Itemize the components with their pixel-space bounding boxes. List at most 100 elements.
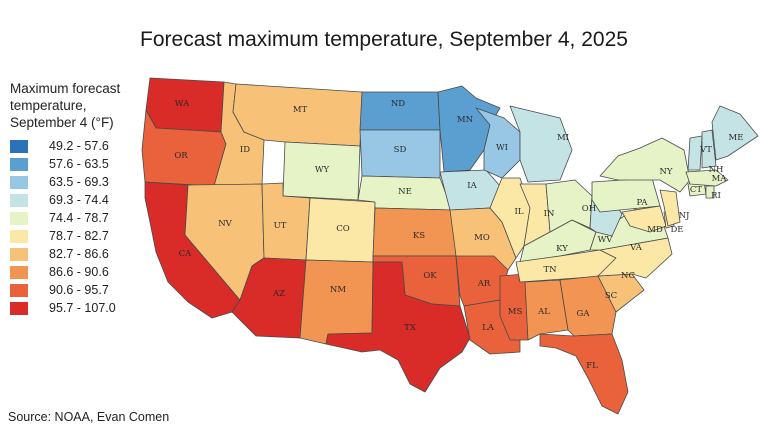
state-label-sc: SC bbox=[605, 291, 617, 301]
legend-row: 95.7 - 107.0 bbox=[10, 299, 150, 317]
state-label-ok: OK bbox=[423, 271, 437, 281]
legend-label: 57.6 - 63.5 bbox=[49, 157, 109, 171]
state-label-co: CO bbox=[336, 224, 350, 234]
state-fl bbox=[539, 333, 629, 415]
state-nh bbox=[701, 129, 717, 169]
state-label-nh: NH bbox=[709, 165, 724, 175]
state-il bbox=[489, 177, 531, 259]
legend-row: 74.4 - 78.7 bbox=[10, 209, 150, 227]
state-nd bbox=[359, 91, 441, 131]
state-label-ma: MA bbox=[712, 174, 728, 184]
legend-row: 57.6 - 63.5 bbox=[10, 155, 150, 173]
legend-swatch bbox=[10, 283, 28, 297]
legend-title: Maximum forecast temperature, September … bbox=[10, 80, 150, 131]
legend-swatch bbox=[10, 175, 28, 189]
state-label-sd: SD bbox=[394, 145, 407, 155]
legend-label: 82.7 - 86.6 bbox=[49, 247, 109, 261]
legend-row: 82.7 - 86.6 bbox=[10, 245, 150, 263]
state-label-tx: TX bbox=[404, 323, 417, 333]
state-label-ne: NE bbox=[398, 187, 412, 197]
state-label-de: DE bbox=[670, 225, 683, 235]
state-label-wy: WY bbox=[315, 165, 330, 175]
state-nj bbox=[659, 189, 681, 227]
map-title: Forecast maximum temperature, September … bbox=[140, 28, 628, 51]
legend-swatch bbox=[10, 229, 28, 243]
state-shapes bbox=[141, 77, 759, 415]
state-label-mo: MO bbox=[474, 233, 490, 243]
state-md bbox=[621, 205, 667, 233]
state-label-ri: RI bbox=[711, 191, 721, 201]
legend-label: 90.6 - 95.7 bbox=[49, 283, 109, 297]
legend-swatch bbox=[10, 211, 28, 225]
legend-label: 69.3 - 74.4 bbox=[49, 193, 109, 207]
legend-row: 69.3 - 74.4 bbox=[10, 191, 150, 209]
state-label-ga: GA bbox=[577, 309, 591, 319]
legend-title-line: Maximum forecast bbox=[10, 81, 121, 96]
state-nm bbox=[299, 259, 374, 345]
legend-row: 78.7 - 82.7 bbox=[10, 227, 150, 245]
state-label-ct: CT bbox=[690, 185, 703, 195]
state-label-nv: NV bbox=[218, 219, 232, 229]
state-label-nc: NC bbox=[621, 271, 635, 281]
state-label-tn: TN bbox=[543, 265, 557, 275]
state-nc bbox=[597, 237, 673, 279]
state-ma bbox=[685, 169, 729, 187]
state-label-ks: KS bbox=[413, 231, 425, 241]
legend-swatch bbox=[10, 265, 28, 279]
state-label-va: VA bbox=[629, 243, 643, 253]
state-label-wi: WI bbox=[496, 143, 508, 153]
state-label-mi: MI bbox=[557, 133, 569, 143]
state-label-fl: FL bbox=[586, 361, 598, 371]
state-label-az: AZ bbox=[272, 289, 285, 299]
state-label-nj: NJ bbox=[679, 211, 690, 221]
legend-rows: 49.2 - 57.6 57.6 - 63.5 63.5 - 69.3 69.3… bbox=[10, 137, 150, 317]
state-label-wv: WV bbox=[598, 235, 614, 245]
legend-swatch bbox=[10, 139, 28, 153]
state-label-id: ID bbox=[240, 145, 250, 155]
legend-title-line: September 4 (°F) bbox=[10, 115, 114, 130]
legend-swatch bbox=[10, 157, 28, 171]
legend-row: 86.6 - 90.6 bbox=[10, 263, 150, 281]
state-tx bbox=[325, 261, 471, 393]
state-label-ut: UT bbox=[274, 221, 287, 231]
source-note: Source: NOAA, Evan Comen bbox=[8, 410, 170, 424]
state-label-nm: NM bbox=[330, 285, 346, 295]
state-label-la: LA bbox=[482, 323, 495, 333]
legend-label: 95.7 - 107.0 bbox=[49, 301, 116, 315]
legend-row: 63.5 - 69.3 bbox=[10, 173, 150, 191]
legend-label: 74.4 - 78.7 bbox=[49, 211, 109, 225]
legend-row: 49.2 - 57.6 bbox=[10, 137, 150, 155]
state-label-mn: MN bbox=[457, 115, 474, 125]
state-label-ia: IA bbox=[467, 181, 477, 191]
legend-label: 86.6 - 90.6 bbox=[49, 265, 109, 279]
state-label-md: MD bbox=[647, 225, 663, 235]
state-vt bbox=[687, 135, 703, 171]
state-label-me: ME bbox=[729, 133, 744, 143]
state-mi bbox=[509, 105, 573, 183]
state-label-ca: CA bbox=[179, 249, 193, 259]
state-label-il: IL bbox=[514, 207, 523, 217]
legend-swatch bbox=[10, 247, 28, 261]
state-label-mt: MT bbox=[293, 105, 308, 115]
state-label-vt: VT bbox=[699, 145, 712, 155]
state-label-in: IN bbox=[544, 209, 555, 219]
legend-title-line: temperature, bbox=[10, 98, 87, 113]
legend-swatch bbox=[10, 301, 28, 315]
legend: Maximum forecast temperature, September … bbox=[10, 80, 150, 317]
state-label-al: AL bbox=[537, 307, 550, 317]
state-label-oh: OH bbox=[582, 204, 596, 214]
legend-label: 78.7 - 82.7 bbox=[49, 229, 109, 243]
state-label-or: OR bbox=[174, 151, 188, 161]
state-label-ms: MS bbox=[508, 307, 523, 317]
legend-label: 49.2 - 57.6 bbox=[49, 139, 109, 153]
state-label-nd: ND bbox=[391, 99, 405, 109]
state-label-ky: KY bbox=[556, 244, 568, 254]
state-labels: WA OR CA ID NV MT WY UT CO AZ NM ND SD NE KS OK TX MN IA MO… bbox=[174, 99, 743, 371]
state-ny bbox=[599, 137, 691, 193]
state-label-pa: PA bbox=[636, 198, 648, 208]
state-label-ny: NY bbox=[659, 167, 672, 177]
state-label-ar: AR bbox=[477, 279, 491, 289]
legend-swatch bbox=[10, 193, 28, 207]
legend-row: 90.6 - 95.7 bbox=[10, 281, 150, 299]
